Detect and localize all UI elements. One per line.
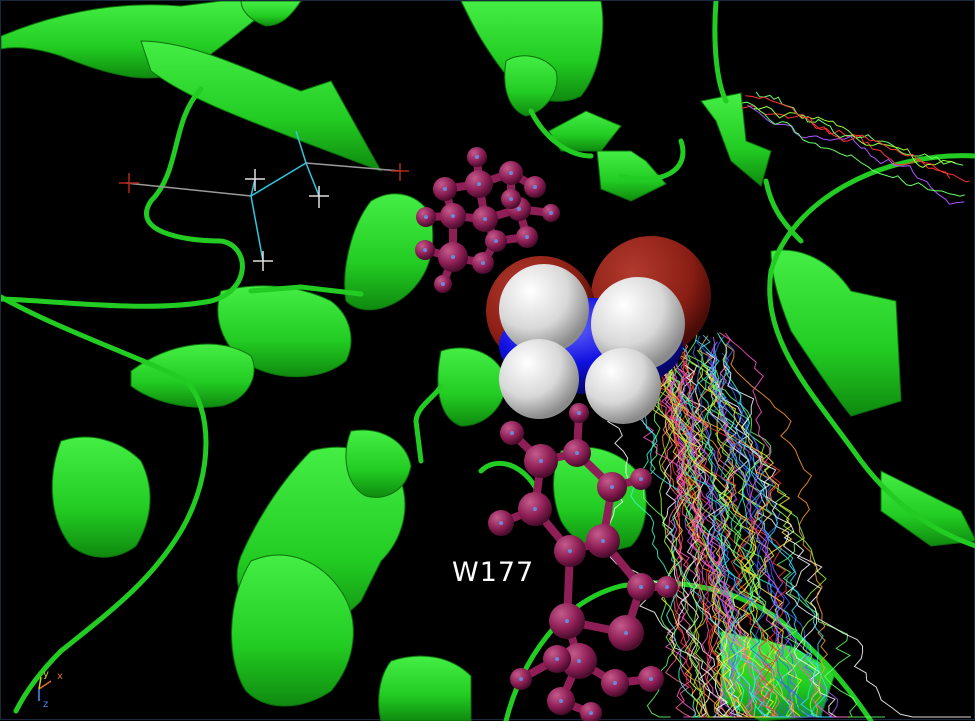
ligand-atom-highlight — [443, 187, 447, 191]
ligand-atom-highlight — [519, 677, 523, 681]
ligand-atom-highlight — [577, 411, 581, 415]
trajectory-path — [668, 347, 775, 718]
trajectory-path — [753, 106, 956, 168]
ligand-atom-highlight — [649, 677, 653, 681]
ligand-atom-highlight — [555, 657, 559, 661]
hydrogen-atom — [591, 277, 685, 371]
trajectory-path — [747, 104, 965, 205]
ligand-atom-highlight — [424, 215, 428, 219]
trajectory-path — [674, 339, 787, 718]
trajectory-path — [690, 361, 885, 718]
trajectory-path — [745, 95, 970, 183]
ligand-atom-highlight — [639, 585, 643, 589]
ligand-atom-highlight — [499, 521, 503, 525]
trajectory-path — [713, 344, 832, 718]
ligand-atom-highlight — [481, 261, 485, 265]
trajectory-path — [661, 340, 734, 718]
trajectory-path — [681, 364, 801, 718]
ligand-atom-highlight — [589, 711, 593, 715]
ligand-atom-highlight — [559, 699, 563, 703]
axis-x-label: x — [57, 671, 63, 682]
ligand-atom-highlight — [509, 197, 513, 201]
axis-z-label: z — [43, 699, 49, 710]
hydrogen-atom — [499, 339, 579, 419]
ligand-ball-and-stick — [415, 147, 678, 721]
ligand-atom-highlight — [665, 585, 669, 589]
trajectory-path — [658, 343, 779, 718]
ligand-atom-highlight — [451, 255, 455, 259]
ligand-atom-highlight — [517, 207, 521, 211]
trajectory-path — [650, 359, 719, 718]
ligand-atom-highlight — [624, 631, 628, 635]
ligand-atom-highlight — [494, 239, 498, 243]
residue-label: W177 — [452, 557, 535, 588]
trajectory-path — [649, 343, 815, 718]
hydrogen-atom — [585, 348, 661, 424]
axis-indicator — [38, 676, 52, 701]
trajectory-path — [718, 336, 835, 718]
trajectory-path — [652, 338, 777, 718]
trajectory-path — [658, 366, 727, 718]
trajectory-path — [705, 351, 839, 718]
ligand-atom-highlight — [451, 214, 455, 218]
trajectory-path — [755, 91, 964, 166]
ligand-atom-highlight — [509, 171, 513, 175]
trajectory-path — [676, 334, 796, 718]
trajectory-path — [705, 366, 812, 718]
ammonium-ion — [486, 236, 711, 424]
stick-molecule — [119, 130, 409, 271]
ligand-atom-highlight — [568, 549, 572, 553]
ligand-atom-highlight — [525, 235, 529, 239]
trajectory-path — [686, 363, 774, 718]
trajectory-path — [742, 101, 966, 197]
ligand-atom-highlight — [613, 681, 617, 685]
ligand-atom-highlight — [483, 217, 487, 221]
trajectory-lines — [605, 91, 971, 718]
trajectory-path — [694, 339, 836, 718]
ligand-atom-highlight — [565, 619, 569, 623]
trajectory-path — [725, 332, 848, 718]
trajectory-path — [641, 359, 800, 718]
ligand-atom-highlight — [601, 539, 605, 543]
trajectory-path — [711, 336, 800, 718]
ligand-atom-highlight — [533, 185, 537, 189]
ligand-atom-highlight — [533, 507, 537, 511]
ligand-atom-highlight — [441, 282, 445, 286]
trajectory-path — [605, 351, 736, 718]
ligand-atom-highlight — [475, 155, 479, 159]
trajectory-path — [657, 333, 729, 718]
ligand-atom-highlight — [577, 659, 581, 663]
ligand-atom-highlight — [549, 211, 553, 215]
ligand-atom-highlight — [423, 248, 427, 252]
ligand-atom-highlight — [639, 477, 643, 481]
trajectory-path — [628, 356, 711, 718]
ligand-atom-highlight — [575, 451, 579, 455]
ligand-atom-highlight — [510, 431, 514, 435]
trajectory-path — [680, 345, 741, 718]
hydrogen-atom — [499, 264, 589, 354]
ligand-atom-highlight — [610, 485, 614, 489]
ligand-atom-highlight — [539, 459, 543, 463]
ligand-atom-highlight — [477, 182, 481, 186]
trajectory-path — [740, 105, 951, 179]
trajectory-path — [662, 331, 736, 718]
axis-y-label: y — [43, 669, 49, 680]
trajectory-path — [709, 336, 814, 718]
